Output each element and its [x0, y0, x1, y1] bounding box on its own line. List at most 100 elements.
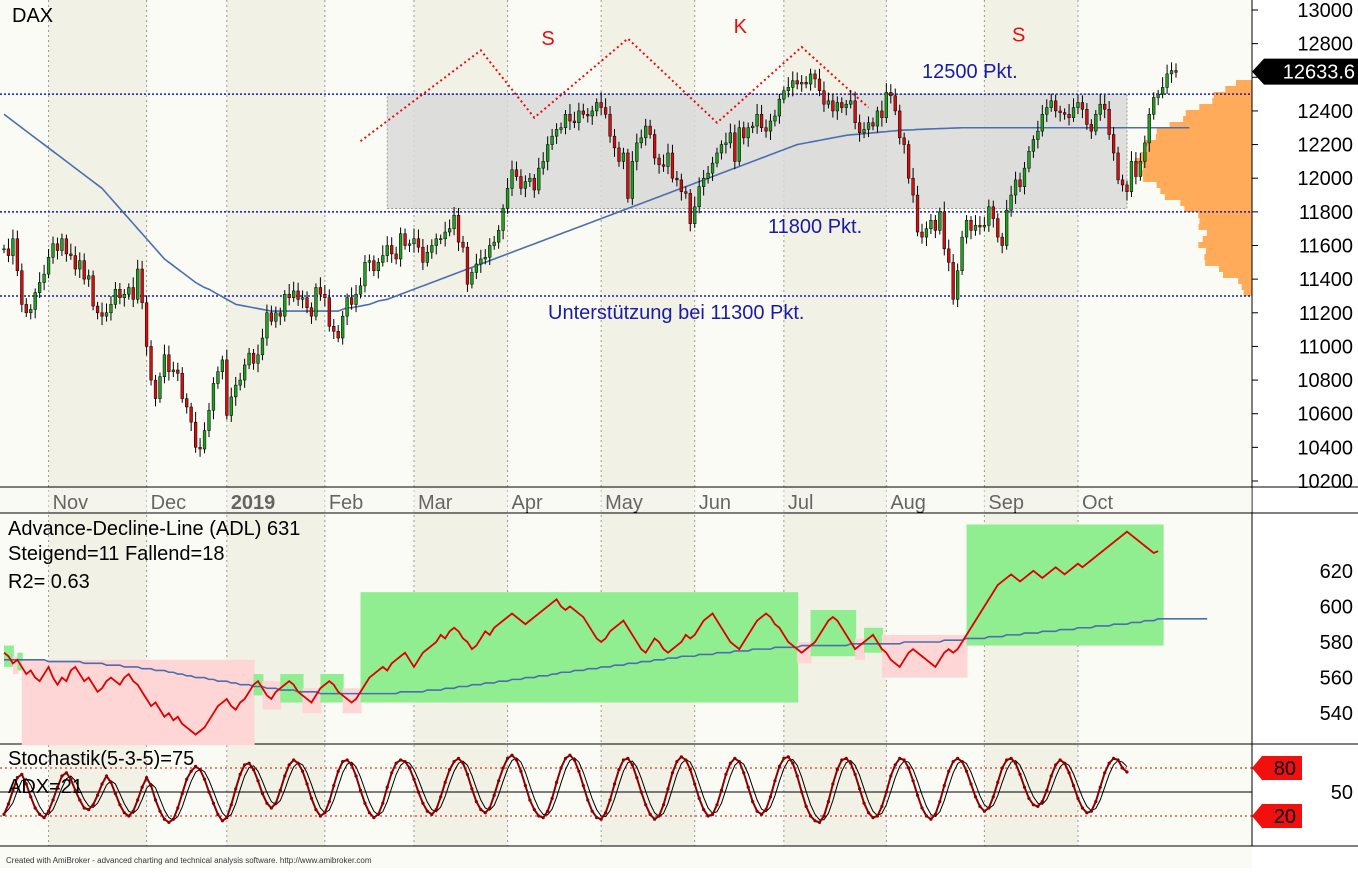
candle-body	[742, 128, 745, 138]
stoch-point	[430, 813, 433, 816]
stoch-point	[247, 762, 250, 765]
stoch-point	[626, 757, 629, 760]
candle-body	[230, 397, 233, 416]
stoch-point	[141, 786, 144, 789]
candle-body	[733, 133, 736, 162]
adl-tick-label: 580	[1320, 632, 1353, 654]
stoch-point	[78, 798, 81, 801]
candle-body	[16, 239, 19, 271]
stoch-point	[132, 810, 135, 813]
stoch-point	[702, 808, 705, 811]
stoch-point	[680, 755, 683, 758]
candle-body	[248, 353, 251, 365]
candle-body	[956, 271, 959, 300]
stoch-point	[346, 758, 349, 761]
candle-body	[212, 383, 215, 410]
candle-body	[1121, 180, 1124, 185]
stoch-point	[600, 818, 603, 821]
adl-tick-label: 620	[1320, 561, 1353, 583]
stoch-point	[502, 766, 505, 769]
candle-body	[395, 254, 398, 259]
candle-body	[7, 249, 10, 256]
candle-body	[386, 246, 389, 256]
stoch-point	[190, 770, 193, 773]
candle-body	[577, 111, 580, 123]
stoch-point	[444, 781, 447, 784]
stoch-point	[760, 813, 763, 816]
candle-body	[560, 128, 563, 130]
candle-body	[1135, 161, 1138, 176]
stoch-point	[813, 819, 816, 822]
candle-body	[497, 230, 500, 242]
candle-body	[292, 291, 295, 298]
candle-body	[185, 399, 188, 407]
stoch-level-label: 80	[1274, 758, 1296, 780]
candle-body	[987, 207, 990, 226]
stoch-point	[452, 760, 455, 763]
stoch-point	[457, 757, 460, 760]
candle-body	[1045, 108, 1048, 115]
candle-body	[150, 346, 153, 380]
stoch-point	[1001, 766, 1004, 769]
candle-body	[586, 114, 589, 116]
candle-body	[720, 145, 723, 153]
candle-body	[640, 138, 643, 143]
stoch-point	[305, 782, 308, 785]
stoch-point	[417, 790, 420, 793]
candle-body	[858, 123, 861, 133]
stoch-point	[1027, 797, 1030, 800]
stoch-point	[114, 792, 117, 795]
stoch-point	[1112, 757, 1115, 760]
price-tick-label: 10400	[1297, 437, 1353, 459]
price-tick-label: 12400	[1297, 101, 1353, 123]
stoch-point	[934, 813, 937, 816]
volume-profile-bar	[1207, 230, 1252, 236]
candle-body	[355, 294, 358, 304]
price-tick-label: 11200	[1299, 303, 1353, 325]
stoch-point	[1067, 771, 1070, 774]
stoch-point	[292, 758, 295, 761]
volume-profile-bar	[1157, 128, 1252, 134]
candle-body	[243, 365, 246, 380]
stoch-point	[898, 757, 901, 760]
stoch-point	[907, 766, 910, 769]
candle-body	[279, 313, 282, 316]
candle-body	[52, 244, 55, 257]
stoch-point	[916, 794, 919, 797]
stoch-point	[747, 786, 750, 789]
stoch-point	[764, 808, 767, 811]
level-label: 12500 Pkt.	[922, 61, 1018, 83]
stoch-point	[622, 758, 625, 761]
candle-body	[1094, 114, 1097, 131]
stoch-point	[849, 762, 852, 765]
candle-body	[774, 116, 777, 121]
stoch-point	[591, 810, 594, 813]
stoch-point	[960, 760, 963, 763]
stoch-point	[163, 818, 166, 821]
candle-body	[43, 274, 46, 282]
stoch-point	[212, 802, 215, 805]
candle-body	[484, 257, 487, 259]
candle-body	[912, 178, 915, 195]
stoch-point	[1032, 803, 1035, 806]
candle-body	[609, 114, 612, 136]
stoch-point	[484, 811, 487, 814]
candle-body	[479, 259, 482, 264]
stoch-point	[38, 813, 41, 816]
price-tick-label: 12200	[1297, 135, 1353, 157]
stoch-point	[230, 803, 233, 806]
candle-body	[1112, 134, 1115, 153]
stoch-point	[216, 813, 219, 816]
candle-body	[680, 180, 683, 192]
stoch-point	[421, 802, 424, 805]
last-price-label: 12633.6	[1283, 62, 1355, 84]
volume-profile-bar	[1186, 110, 1252, 116]
stoch-point	[43, 816, 46, 819]
candle-body	[1152, 97, 1155, 114]
stoch-point	[1023, 786, 1026, 789]
stoch-point	[524, 784, 527, 787]
stoch-point	[1010, 757, 1013, 760]
stoch-point	[644, 803, 647, 806]
stoch-point	[582, 784, 585, 787]
candle-body	[1036, 131, 1039, 139]
